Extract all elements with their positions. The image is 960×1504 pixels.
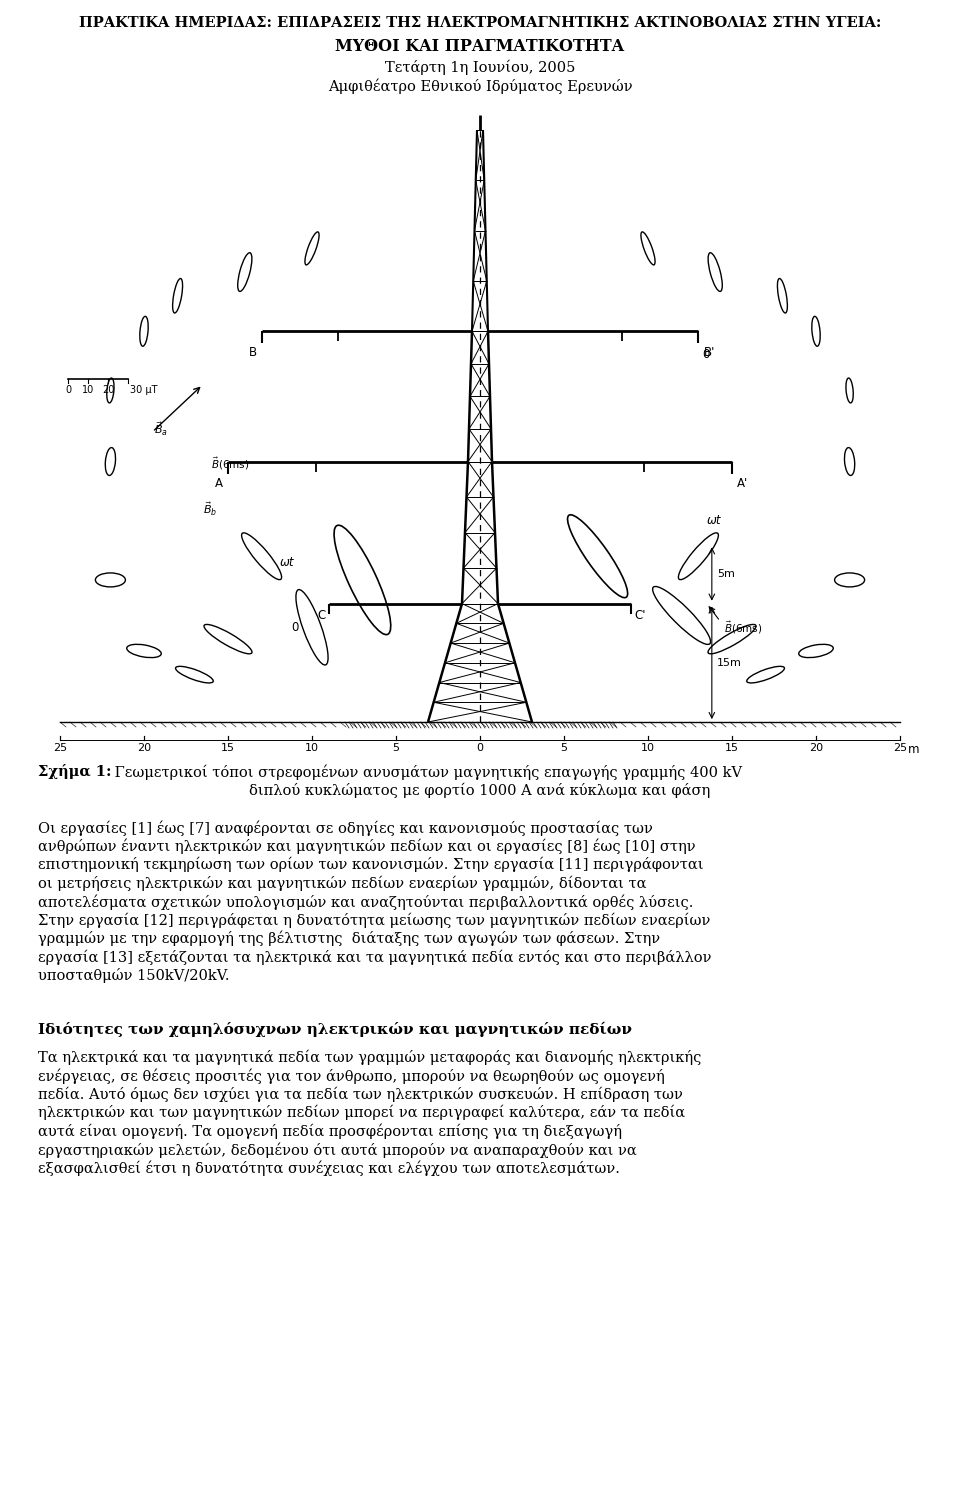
- Text: ωt: ωt: [707, 514, 721, 528]
- Text: 0: 0: [292, 621, 299, 633]
- Text: C: C: [318, 609, 325, 621]
- Text: εξασφαλισθεί έτσι η δυνατότητα συνέχειας και ελέγχου των αποτελεσμάτων.: εξασφαλισθεί έτσι η δυνατότητα συνέχειας…: [38, 1161, 620, 1176]
- Text: 5: 5: [561, 743, 567, 754]
- Text: Αμφιθέατρο Εθνικού Ιδρύματος Ερευνών: Αμφιθέατρο Εθνικού Ιδρύματος Ερευνών: [327, 78, 633, 93]
- Text: ηλεκτρικών και των μαγνητικών πεδίων μπορεί να περιγραφεί καλύτερα, εάν τα πεδία: ηλεκτρικών και των μαγνητικών πεδίων μπο…: [38, 1105, 685, 1120]
- Text: m: m: [908, 743, 920, 757]
- Text: Τα ηλεκτρικά και τα μαγνητικά πεδία των γραμμών μεταφοράς και διανομής ηλεκτρική: Τα ηλεκτρικά και τα μαγνητικά πεδία των …: [38, 1050, 702, 1065]
- Text: $\vec{B}_a$: $\vec{B}_a$: [154, 420, 168, 438]
- Text: 0: 0: [476, 743, 484, 754]
- Text: εργασία [13] εξετάζονται τα ηλεκτρικά και τα μαγνητικά πεδία εντός και στο περιβ: εργασία [13] εξετάζονται τα ηλεκτρικά κα…: [38, 949, 711, 964]
- Text: 20: 20: [137, 743, 151, 754]
- Text: 10: 10: [83, 385, 94, 394]
- Text: γραμμών με την εφαρμογή της βέλτιστης  διάταξης των αγωγών των φάσεων. Στην: γραμμών με την εφαρμογή της βέλτιστης δι…: [38, 931, 660, 946]
- Text: 25: 25: [893, 743, 907, 754]
- Text: 0: 0: [702, 349, 709, 361]
- Text: C': C': [635, 609, 646, 621]
- Text: επιστημονική τεκμηρίωση των ορίων των κανονισμών. Στην εργασία [11] περιγράφοντα: επιστημονική τεκμηρίωση των ορίων των κα…: [38, 857, 704, 872]
- Text: Στην εργασία [12] περιγράφεται η δυνατότητα μείωσης των μαγνητικών πεδίων εναερί: Στην εργασία [12] περιγράφεται η δυνατότ…: [38, 913, 710, 928]
- Text: $\vec{B}$(6ms): $\vec{B}$(6ms): [724, 620, 762, 636]
- Text: 5m: 5m: [717, 569, 734, 579]
- Text: $\vec{B}_b$: $\vec{B}_b$: [203, 501, 217, 517]
- Text: ΠΡΑΚΤΙΚΑ ΗΜΕΡΙΔΑΣ: ΕΠΙΔΡΑΣΕΙΣ ΤΗΣ ΗΛΕΚΤΡΟΜΑΓΝΗΤΙΚΗΣ ΑΚΤΙΝΟΒΟΛΙΑΣ ΣΤΗΝ ΥΓΕΙΑ:: ΠΡΑΚΤΙΚΑ ΗΜΕΡΙΔΑΣ: ΕΠΙΔΡΑΣΕΙΣ ΤΗΣ ΗΛΕΚΤΡ…: [79, 17, 881, 30]
- Text: 10: 10: [641, 743, 655, 754]
- Text: 5: 5: [393, 743, 399, 754]
- Text: 15: 15: [725, 743, 739, 754]
- Text: 0: 0: [65, 385, 71, 394]
- Text: πεδία. Αυτό όμως δεν ισχύει για τα πεδία των ηλεκτρικών συσκευών. Η επίδραση των: πεδία. Αυτό όμως δεν ισχύει για τα πεδία…: [38, 1086, 683, 1102]
- Text: οι μετρήσεις ηλεκτρικών και μαγνητικών πεδίων εναερίων γραμμών, δίδονται τα: οι μετρήσεις ηλεκτρικών και μαγνητικών π…: [38, 875, 646, 890]
- Text: B: B: [249, 346, 256, 359]
- Text: 25: 25: [53, 743, 67, 754]
- Text: 10: 10: [305, 743, 319, 754]
- Text: αποτελέσματα σχετικών υπολογισμών και αναζητούνται περιβαλλοντικά ορθές λύσεις.: αποτελέσματα σχετικών υπολογισμών και αν…: [38, 893, 693, 910]
- Text: A: A: [215, 477, 223, 489]
- Text: Ιδιότητες των χαμηλόσυχνων ηλεκτρικών και μαγνητικών πεδίων: Ιδιότητες των χαμηλόσυχνων ηλεκτρικών κα…: [38, 1021, 632, 1036]
- Text: υποσταθμών 150kV/20kV.: υποσταθμών 150kV/20kV.: [38, 969, 229, 984]
- Text: B': B': [704, 346, 715, 359]
- Text: διπλού κυκλώματος με φορτίο 1000 Α ανά κύκλωμα και φάση: διπλού κυκλώματος με φορτίο 1000 Α ανά κ…: [250, 782, 710, 797]
- Text: 30 μT: 30 μT: [131, 385, 157, 394]
- Text: Σχήμα 1:: Σχήμα 1:: [38, 764, 111, 779]
- Text: ωt: ωt: [279, 555, 294, 569]
- Text: 15: 15: [221, 743, 235, 754]
- Text: αυτά είναι ομογενή. Τα ομογενή πεδία προσφέρονται επίσης για τη διεξαγωγή: αυτά είναι ομογενή. Τα ομογενή πεδία προ…: [38, 1123, 622, 1139]
- Text: A': A': [737, 477, 748, 489]
- Text: 20: 20: [102, 385, 114, 394]
- Text: Τετάρτη 1η Ιουνίου, 2005: Τετάρτη 1η Ιουνίου, 2005: [385, 60, 575, 75]
- Text: 15m: 15m: [717, 657, 742, 668]
- Text: εργαστηριακών μελετών, δεδομένου ότι αυτά μπορούν να αναπαραχθούν και να: εργαστηριακών μελετών, δεδομένου ότι αυτ…: [38, 1142, 636, 1158]
- Text: 20: 20: [809, 743, 823, 754]
- Text: ΜΥΘΟΙ ΚΑΙ ΠΡΑΓΜΑΤΙΚΟΤΗΤΑ: ΜΥΘΟΙ ΚΑΙ ΠΡΑΓΜΑΤΙΚΟΤΗΤΑ: [335, 38, 625, 56]
- Text: Γεωμετρικοί τόποι στρεφομένων ανυσμάτων μαγνητικής επαγωγής γραμμής 400 kV: Γεωμετρικοί τόποι στρεφομένων ανυσμάτων …: [110, 764, 742, 779]
- Text: $\vec{B}$(6ms): $\vec{B}$(6ms): [211, 456, 250, 472]
- Text: ανθρώπων έναντι ηλεκτρικών και μαγνητικών πεδίων και οι εργασίες [8] έως [10] στ: ανθρώπων έναντι ηλεκτρικών και μαγνητικώ…: [38, 839, 696, 854]
- Text: Οι εργασίες [1] έως [7] αναφέρονται σε οδηγίες και κανονισμούς προστασίας των: Οι εργασίες [1] έως [7] αναφέρονται σε ο…: [38, 820, 653, 836]
- Text: ενέργειας, σε θέσεις προσιτές για τον άνθρωπο, μπορούν να θεωρηθούν ως ομογενή: ενέργειας, σε θέσεις προσιτές για τον άν…: [38, 1068, 664, 1083]
